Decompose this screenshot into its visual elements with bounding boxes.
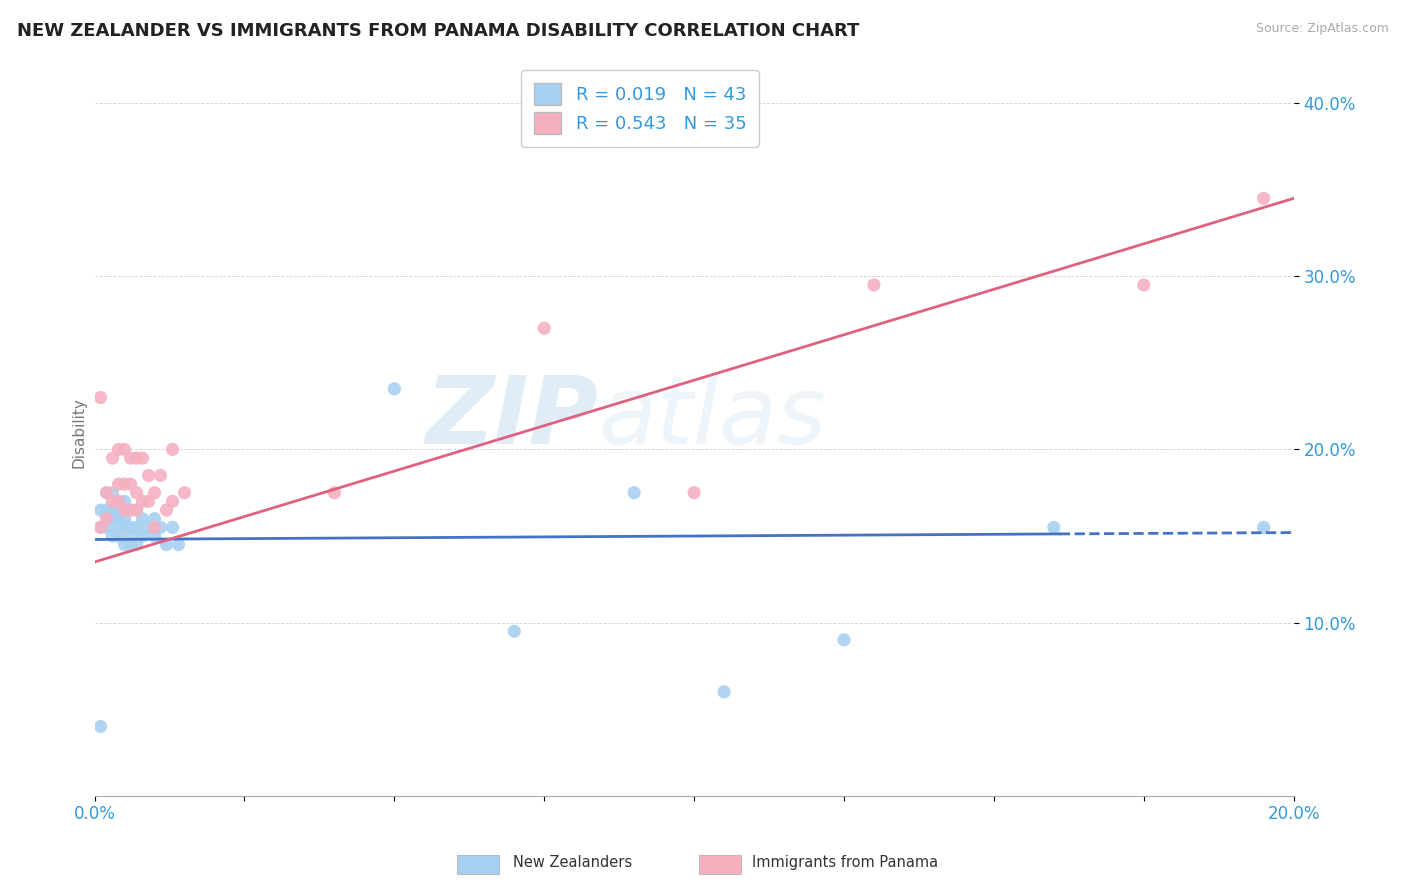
Text: Source: ZipAtlas.com: Source: ZipAtlas.com bbox=[1256, 22, 1389, 36]
Point bbox=[173, 485, 195, 500]
Point bbox=[623, 485, 645, 500]
Point bbox=[96, 503, 118, 517]
Point bbox=[120, 538, 142, 552]
Point bbox=[138, 520, 160, 534]
Point bbox=[162, 520, 184, 534]
Point bbox=[167, 538, 190, 552]
Point bbox=[101, 451, 124, 466]
Text: atlas: atlas bbox=[598, 372, 827, 463]
Point bbox=[138, 468, 160, 483]
Point bbox=[114, 503, 136, 517]
Point bbox=[114, 477, 136, 491]
Point bbox=[96, 520, 118, 534]
Point bbox=[1132, 277, 1154, 292]
Point bbox=[101, 512, 124, 526]
Point bbox=[533, 321, 555, 335]
Point bbox=[107, 529, 129, 543]
Point bbox=[120, 520, 142, 534]
Point bbox=[155, 503, 177, 517]
Point bbox=[96, 485, 118, 500]
Point bbox=[107, 512, 129, 526]
Point bbox=[863, 277, 886, 292]
Point bbox=[143, 485, 166, 500]
Point bbox=[832, 632, 855, 647]
Point bbox=[1253, 520, 1275, 534]
Point bbox=[96, 512, 118, 526]
Point bbox=[90, 719, 112, 733]
Point bbox=[114, 538, 136, 552]
Point bbox=[1043, 520, 1066, 534]
Text: NEW ZEALANDER VS IMMIGRANTS FROM PANAMA DISABILITY CORRELATION CHART: NEW ZEALANDER VS IMMIGRANTS FROM PANAMA … bbox=[17, 22, 859, 40]
Y-axis label: Disability: Disability bbox=[72, 397, 86, 467]
Point bbox=[125, 451, 148, 466]
Point bbox=[114, 520, 136, 534]
Point bbox=[120, 529, 142, 543]
Point bbox=[143, 520, 166, 534]
Point bbox=[162, 442, 184, 457]
Point bbox=[101, 529, 124, 543]
Point bbox=[101, 485, 124, 500]
Point bbox=[143, 529, 166, 543]
Point bbox=[131, 512, 153, 526]
Point bbox=[683, 485, 706, 500]
Text: Immigrants from Panama: Immigrants from Panama bbox=[752, 855, 938, 870]
Point bbox=[107, 442, 129, 457]
Point bbox=[107, 520, 129, 534]
Point bbox=[125, 503, 148, 517]
Point bbox=[96, 485, 118, 500]
Point bbox=[131, 451, 153, 466]
Point bbox=[503, 624, 526, 639]
Point bbox=[1253, 191, 1275, 205]
Point bbox=[125, 485, 148, 500]
Point bbox=[107, 494, 129, 508]
Point bbox=[155, 538, 177, 552]
Point bbox=[149, 520, 172, 534]
Point bbox=[323, 485, 346, 500]
Point bbox=[90, 520, 112, 534]
Point bbox=[114, 442, 136, 457]
Point bbox=[96, 512, 118, 526]
Point bbox=[120, 477, 142, 491]
Point bbox=[107, 503, 129, 517]
Point bbox=[90, 520, 112, 534]
Point bbox=[131, 494, 153, 508]
Legend: R = 0.019   N = 43, R = 0.543   N = 35: R = 0.019 N = 43, R = 0.543 N = 35 bbox=[522, 70, 759, 147]
Point bbox=[125, 503, 148, 517]
Point bbox=[114, 494, 136, 508]
Point bbox=[162, 494, 184, 508]
Point bbox=[120, 451, 142, 466]
Point bbox=[382, 382, 405, 396]
Point bbox=[131, 529, 153, 543]
Point bbox=[125, 538, 148, 552]
Point bbox=[114, 512, 136, 526]
Point bbox=[101, 494, 124, 508]
Point bbox=[90, 391, 112, 405]
Point bbox=[107, 477, 129, 491]
Point bbox=[713, 685, 735, 699]
Point bbox=[125, 520, 148, 534]
Text: ZIP: ZIP bbox=[425, 372, 598, 464]
Point bbox=[143, 512, 166, 526]
Point bbox=[120, 503, 142, 517]
Point bbox=[120, 503, 142, 517]
Point bbox=[138, 494, 160, 508]
Point bbox=[90, 503, 112, 517]
Point bbox=[101, 503, 124, 517]
Point bbox=[107, 494, 129, 508]
Point bbox=[149, 468, 172, 483]
Text: New Zealanders: New Zealanders bbox=[513, 855, 633, 870]
